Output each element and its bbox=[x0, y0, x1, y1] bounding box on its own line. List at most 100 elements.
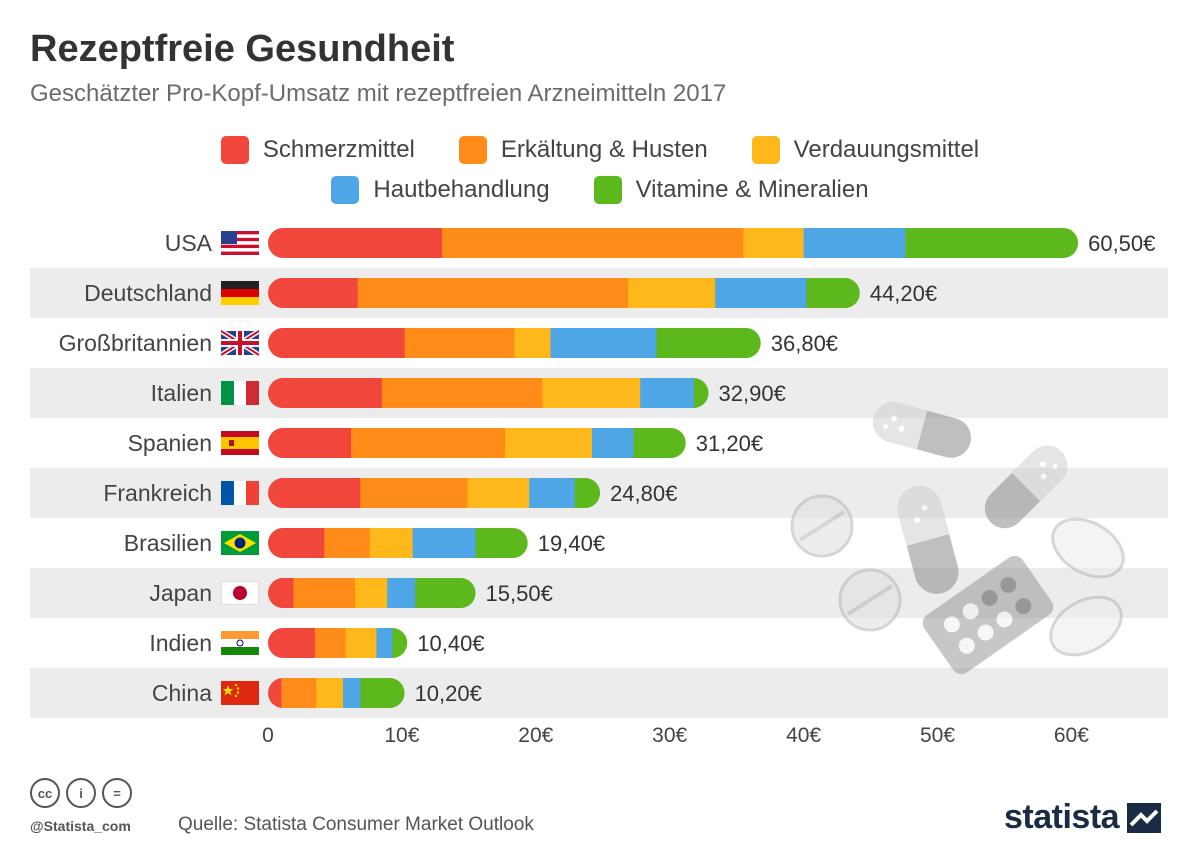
cn-flag-icon bbox=[221, 681, 259, 705]
x-tick-label-50: 50€ bbox=[920, 724, 955, 747]
statista-logo-icon bbox=[1127, 802, 1162, 833]
bar-segment-indien-erk-ltung-husten bbox=[314, 628, 347, 658]
bar-segment-usa-erk-ltung-husten bbox=[442, 228, 744, 258]
bar-segment-brasilien-schmerzmittel bbox=[268, 528, 325, 558]
gb-flag-icon bbox=[219, 328, 261, 358]
country-label-usa: USA bbox=[165, 230, 213, 256]
legend-swatch-schmerzmittel bbox=[220, 136, 249, 164]
total-label-italien: 32,90€ bbox=[719, 381, 786, 406]
country-label-deutschland: Deutschland bbox=[84, 280, 212, 306]
total-label-brasilien: 19,40€ bbox=[538, 531, 605, 556]
bar-segment-japan-erk-ltung-husten bbox=[293, 578, 356, 608]
bar-segment-usa-schmerzmittel bbox=[268, 228, 443, 258]
bar-segment-china-erk-ltung-husten bbox=[281, 678, 317, 708]
it-flag-icon bbox=[221, 381, 259, 405]
country-label-indien: Indien bbox=[149, 630, 212, 656]
bar-spanien bbox=[268, 428, 686, 458]
bar-segment-indien-vitamine-mineralien bbox=[392, 628, 408, 658]
es-flag-icon bbox=[221, 431, 259, 455]
legend-item-erkaeltung: Erkältung & Husten bbox=[458, 136, 708, 164]
bar-segment-brasilien-vitamine-mineralien bbox=[475, 528, 528, 558]
bar-segment-indien-hautbehandlung bbox=[376, 628, 394, 658]
bar-segment-china-hautbehandlung bbox=[342, 678, 361, 708]
statista-handle: @Statista_com bbox=[30, 818, 131, 834]
chart-subtitle: Geschätzter Pro-Kopf-Umsatz mit rezeptfr… bbox=[30, 80, 727, 107]
country-label-italien: Italien bbox=[151, 380, 212, 406]
bar-segment-grossbritannien-hautbehandlung bbox=[550, 328, 657, 358]
total-label-indien: 10,40€ bbox=[417, 631, 484, 656]
bar-segment-spanien-schmerzmittel bbox=[268, 428, 352, 458]
cc-license-icons: cc i = bbox=[30, 778, 132, 808]
bars bbox=[268, 228, 1079, 708]
legend-item-schmerzmittel: Schmerzmittel bbox=[220, 136, 415, 164]
bar-segment-china-schmerzmittel bbox=[268, 678, 282, 708]
bar-segment-indien-schmerzmittel bbox=[268, 628, 316, 658]
bar-segment-usa-hautbehandlung bbox=[803, 228, 906, 258]
statista-logo: statista bbox=[1004, 798, 1162, 837]
legend-label-erkaeltung: Erkältung & Husten bbox=[500, 136, 708, 163]
row-bands bbox=[30, 268, 1168, 718]
total-label-japan: 15,50€ bbox=[486, 581, 553, 606]
bar-frankreich bbox=[268, 478, 601, 508]
country-label-china: China bbox=[152, 680, 212, 706]
bar-segment-brasilien-hautbehandlung bbox=[412, 528, 477, 558]
bar-china bbox=[268, 678, 405, 708]
bar-segment-deutschland-erk-ltung-husten bbox=[357, 278, 629, 308]
x-tick-label-60: 60€ bbox=[1054, 724, 1089, 747]
bar-segment-italien-hautbehandlung bbox=[640, 378, 695, 408]
legend-label-schmerzmittel: Schmerzmittel bbox=[262, 136, 415, 163]
legend-label-verdauung: Verdauungsmittel bbox=[793, 136, 980, 163]
country-label-japan: Japan bbox=[149, 580, 212, 606]
no-derivatives-icon: = bbox=[102, 778, 132, 808]
total-labels: 60,50€ 44,20€ 36,80€ 32,90€ 31,20€ 24,80€19,4… bbox=[415, 231, 1156, 706]
legend-label-haut: Hautbehandlung bbox=[373, 176, 550, 203]
legend-item-vitamine: Vitamine & Mineralien bbox=[593, 176, 869, 204]
x-tick-label-30: 30€ bbox=[652, 724, 687, 747]
bar-segment-italien-verdauungsmittel bbox=[542, 378, 641, 408]
bar-segment-china-vitamine-mineralien bbox=[360, 678, 405, 708]
bar-indien bbox=[268, 628, 408, 658]
bar-segment-japan-schmerzmittel bbox=[268, 578, 295, 608]
stacked-bar-chart: USA Deutschland Großbritannien Italien Spani… bbox=[30, 228, 1168, 747]
row-band-china bbox=[30, 668, 1168, 718]
br-flag-icon bbox=[221, 531, 259, 555]
bar-segment-brasilien-verdauungsmittel bbox=[369, 528, 414, 558]
legend-item-verdauung: Verdauungsmittel bbox=[751, 136, 980, 164]
bar-segment-grossbritannien-vitamine-mineralien bbox=[656, 328, 761, 358]
de-flag-icon bbox=[221, 281, 259, 305]
x-tick-label-0: 0 bbox=[262, 724, 274, 747]
bar-segment-frankreich-hautbehandlung bbox=[529, 478, 576, 508]
attribution-icon: i bbox=[66, 778, 96, 808]
bar-segment-grossbritannien-erk-ltung-husten bbox=[404, 328, 515, 358]
bar-brasilien bbox=[268, 528, 528, 558]
bar-segment-spanien-vitamine-mineralien bbox=[633, 428, 686, 458]
cc-icon: cc bbox=[30, 778, 60, 808]
bar-segment-frankreich-erk-ltung-husten bbox=[360, 478, 469, 508]
legend-row-1: Schmerzmittel Erkältung & Husten Verdauu… bbox=[0, 136, 1200, 164]
fr-flag-icon bbox=[221, 481, 259, 505]
bar-segment-usa-verdauungsmittel bbox=[743, 228, 805, 258]
bar-segment-frankreich-schmerzmittel bbox=[268, 478, 361, 508]
legend-label-vitamine: Vitamine & Mineralien bbox=[635, 176, 869, 203]
country-label-spanien: Spanien bbox=[128, 430, 212, 456]
bar-segment-spanien-hautbehandlung bbox=[592, 428, 635, 458]
bar-italien bbox=[268, 378, 709, 408]
bar-deutschland bbox=[268, 278, 860, 308]
bar-segment-brasilien-erk-ltung-husten bbox=[324, 528, 371, 558]
country-label-frankreich: Frankreich bbox=[103, 480, 212, 506]
bar-segment-deutschland-hautbehandlung bbox=[715, 278, 807, 308]
bar-segment-frankreich-vitamine-mineralien bbox=[574, 478, 601, 508]
bar-segment-deutschland-schmerzmittel bbox=[268, 278, 359, 308]
total-label-grossbritannien: 36,80€ bbox=[771, 331, 838, 356]
bar-segment-italien-vitamine-mineralien bbox=[693, 378, 709, 408]
bar-segment-japan-hautbehandlung bbox=[387, 578, 416, 608]
legend-swatch-erkaeltung bbox=[458, 136, 487, 164]
bar-segment-deutschland-vitamine-mineralien bbox=[806, 278, 860, 308]
source-note: Quelle: Statista Consumer Market Outlook bbox=[178, 814, 534, 835]
bar-segment-italien-schmerzmittel bbox=[268, 378, 383, 408]
bar-segment-indien-verdauungsmittel bbox=[345, 628, 378, 658]
pills-illustration bbox=[790, 402, 1125, 675]
jp-flag-icon bbox=[221, 581, 259, 605]
legend-row-2: Hautbehandlung Vitamine & Mineralien bbox=[0, 176, 1200, 204]
total-label-usa: 60,50€ bbox=[1088, 231, 1155, 256]
